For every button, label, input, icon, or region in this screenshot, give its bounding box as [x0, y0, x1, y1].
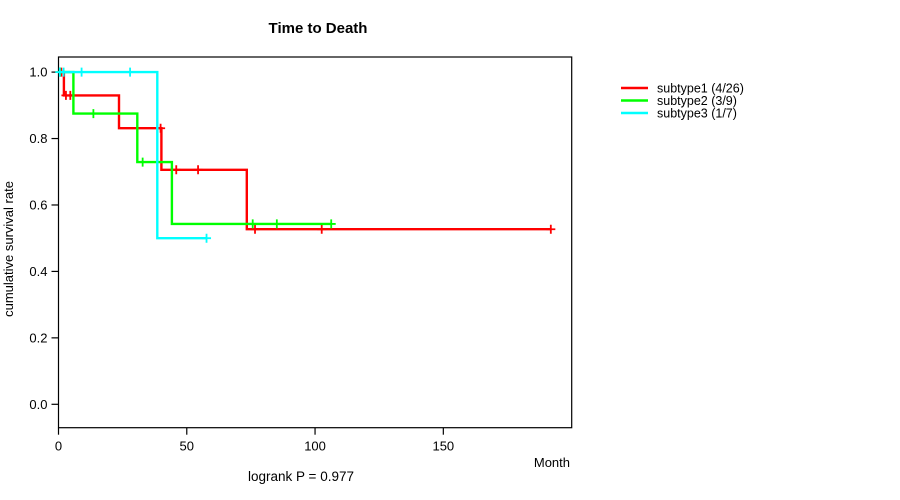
censor-mark	[125, 67, 135, 77]
legend-label: subtype1 (4/26)	[657, 82, 744, 96]
censor-mark	[272, 219, 282, 229]
censor-mark	[202, 233, 212, 243]
series-group	[55, 67, 556, 243]
censor-mark	[248, 219, 258, 229]
x-axis-label: Month	[534, 455, 570, 470]
y-axis-label: cumulative survival rate	[1, 181, 16, 317]
logrank-pvalue-text: logrank P = 0.977	[248, 469, 354, 484]
censor-mark	[59, 67, 69, 77]
legend: subtype1 (4/26)subtype2 (3/9)subtype3 (1…	[621, 82, 744, 121]
censor-mark	[138, 157, 148, 167]
y-tick-label: 1.0	[29, 65, 47, 80]
y-tick-label: 0.0	[29, 397, 47, 412]
survival-curve-subtype3	[58, 70, 207, 240]
axes-group: 0.0 0.2 0.4 0.6 0.8 1.0 0 50 100 150	[29, 56, 573, 454]
x-tick-label: 100	[304, 439, 326, 454]
y-tick-label: 0.2	[29, 330, 47, 345]
legend-label: subtype3 (1/7)	[657, 107, 737, 121]
y-tick-label: 0.8	[29, 131, 47, 146]
y-tick-label: 0.6	[29, 197, 47, 212]
survival-curve-subtype1	[58, 70, 552, 231]
censor-mark	[88, 109, 98, 119]
censor-mark	[317, 224, 327, 234]
x-tick-label: 150	[432, 439, 454, 454]
censor-mark	[250, 224, 260, 234]
y-tick-label: 0.4	[29, 264, 47, 279]
x-tick-label: 0	[55, 439, 62, 454]
censor-mark	[193, 165, 203, 175]
x-tick-label: 50	[180, 439, 194, 454]
page-title: Time to Death	[269, 20, 368, 37]
censor-mark	[171, 165, 181, 175]
survival-curve-subtype2	[58, 70, 332, 226]
censor-mark	[77, 67, 87, 77]
legend-label: subtype2 (3/9)	[657, 94, 737, 108]
censor-mark	[326, 219, 336, 229]
censor-mark	[546, 224, 556, 234]
